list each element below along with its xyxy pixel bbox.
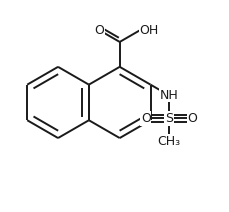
Text: NH: NH — [159, 89, 178, 102]
Text: CH₃: CH₃ — [157, 135, 180, 148]
Text: S: S — [164, 112, 172, 125]
Text: O: O — [186, 112, 196, 125]
Text: O: O — [140, 112, 150, 125]
Text: O: O — [94, 24, 104, 37]
Text: OH: OH — [139, 24, 158, 37]
